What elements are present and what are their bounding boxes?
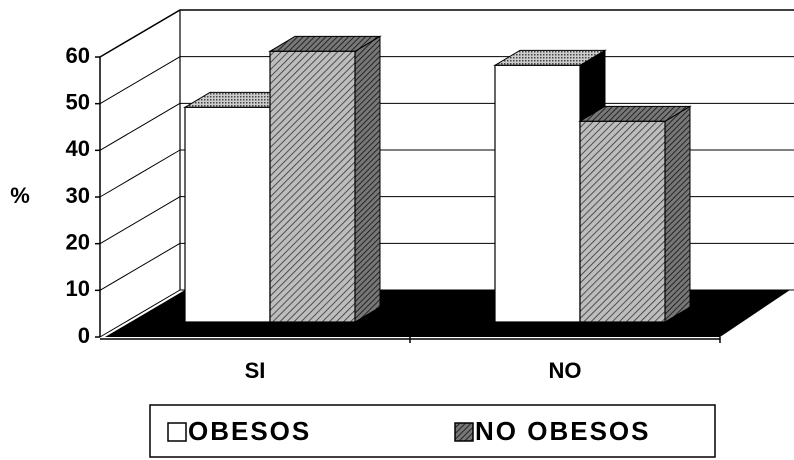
grid-line bbox=[99, 242, 181, 291]
legend-swatch bbox=[167, 422, 187, 442]
legend-label: OBESOS bbox=[188, 416, 311, 446]
y-tick-label: 20 bbox=[66, 229, 90, 254]
y-tick-label: 10 bbox=[66, 276, 90, 301]
bar-front bbox=[269, 50, 356, 323]
bar-front bbox=[494, 64, 581, 323]
y-tick-label: 60 bbox=[66, 43, 90, 68]
grid-line bbox=[99, 196, 181, 245]
grid-line bbox=[99, 289, 181, 338]
x-tick-label: NO bbox=[549, 358, 582, 383]
y-tick-label: 50 bbox=[66, 89, 90, 114]
y-tick-label: 40 bbox=[66, 136, 90, 161]
legend-box bbox=[149, 404, 716, 458]
grid-line bbox=[99, 149, 181, 198]
bar bbox=[268, 35, 382, 323]
bar-front bbox=[184, 106, 271, 323]
grid-line bbox=[99, 56, 181, 105]
y-axis-label: % bbox=[10, 183, 30, 208]
grid-line bbox=[99, 9, 181, 58]
legend-swatch bbox=[454, 422, 474, 442]
bar-side bbox=[354, 35, 381, 323]
y-tick-label: 0 bbox=[78, 323, 90, 348]
y-tick-label: 30 bbox=[66, 183, 90, 208]
bar-side bbox=[664, 105, 691, 323]
x-tick-label: SI bbox=[245, 358, 266, 383]
bar-front bbox=[579, 120, 666, 323]
legend-label: NO OBESOS bbox=[475, 416, 650, 446]
bar bbox=[578, 105, 692, 323]
grid-line bbox=[99, 102, 181, 151]
